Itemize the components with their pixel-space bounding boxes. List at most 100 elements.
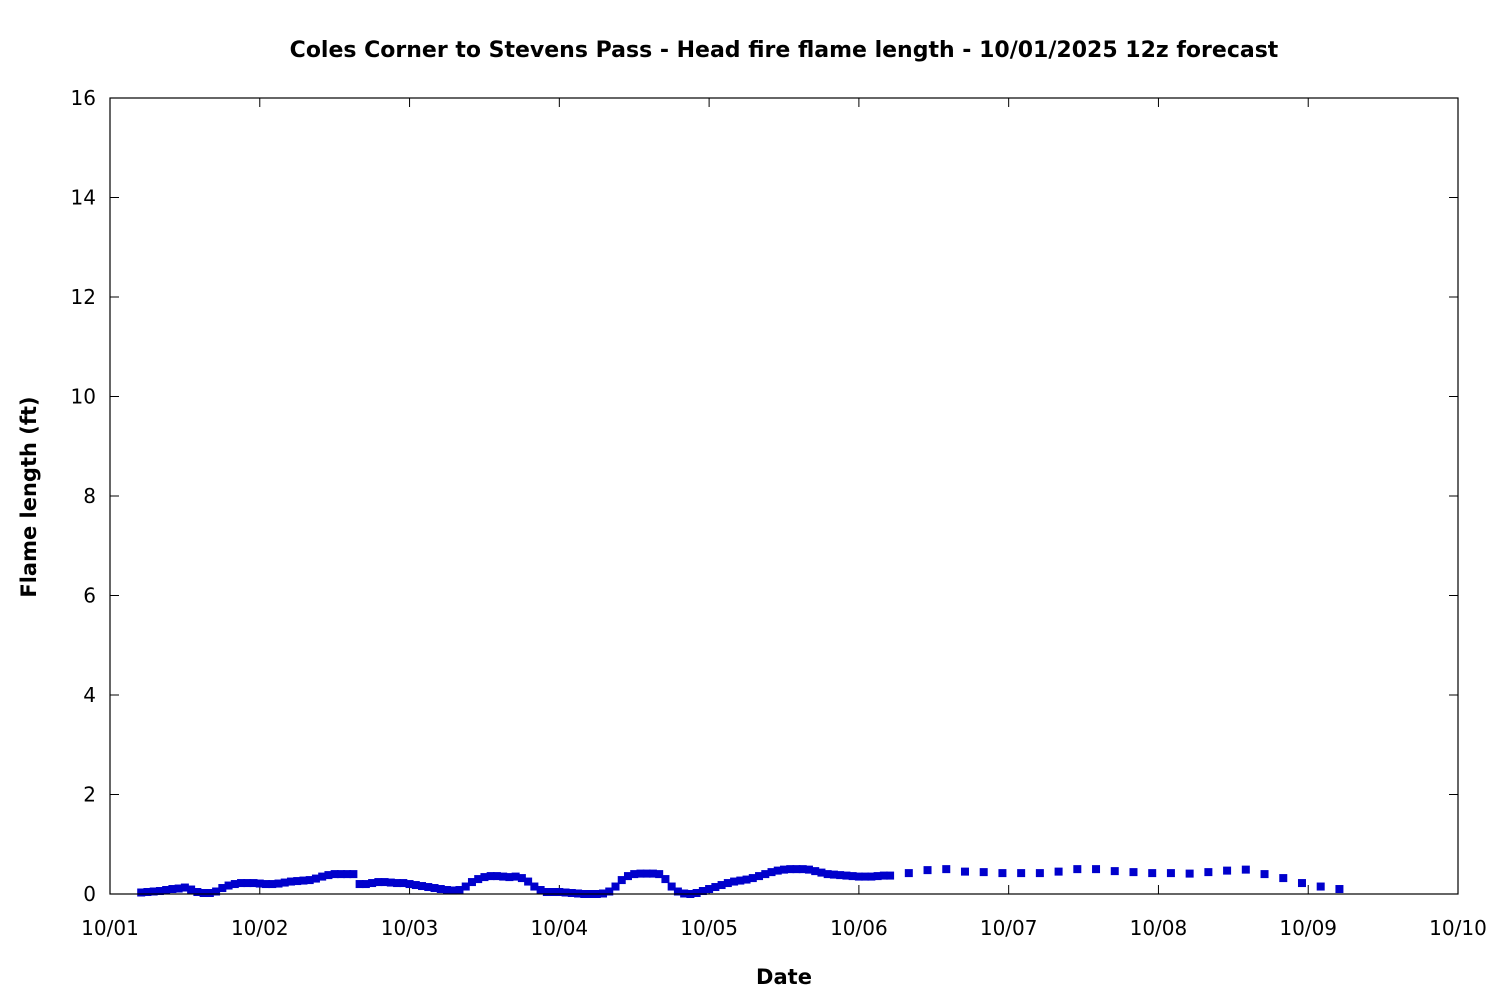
data-point: [368, 879, 377, 888]
data-point: [661, 875, 670, 884]
x-tick-label: 10/06: [830, 916, 888, 940]
data-point: [530, 882, 539, 891]
data-point: [723, 879, 732, 888]
data-point: [748, 874, 757, 883]
data-point: [193, 888, 202, 897]
data-point: [405, 880, 414, 889]
data-point: [817, 868, 826, 877]
data-point: [355, 880, 364, 889]
data-point: [942, 865, 951, 874]
data-point: [255, 879, 264, 888]
data-point: [1223, 866, 1232, 875]
x-tick-label: 10/07: [980, 916, 1038, 940]
data-point: [187, 885, 196, 894]
data-point: [736, 876, 745, 885]
data-point: [286, 877, 295, 886]
x-tick-label: 10/04: [531, 916, 589, 940]
data-point: [717, 881, 726, 890]
data-point: [842, 871, 851, 880]
data-point: [648, 869, 657, 878]
data-point: [499, 872, 508, 881]
data-point: [430, 884, 439, 893]
data-point: [436, 885, 445, 894]
data-point: [461, 882, 470, 891]
data-point: [205, 889, 214, 898]
data-point: [1241, 865, 1250, 874]
data-point: [979, 868, 988, 877]
data-point: [336, 870, 345, 879]
data-point: [692, 889, 701, 898]
data-point: [1073, 865, 1082, 874]
data-point: [418, 882, 427, 891]
data-point: [1316, 882, 1325, 891]
data-point: [199, 889, 208, 898]
data-point: [162, 886, 171, 895]
data-point: [224, 881, 233, 890]
data-point: [180, 883, 189, 892]
data-point: [561, 888, 570, 897]
x-tick-label: 10/08: [1130, 916, 1188, 940]
data-point: [792, 865, 801, 874]
data-point: [1279, 874, 1288, 883]
data-point: [667, 882, 676, 891]
data-point: [349, 870, 358, 879]
data-point: [168, 885, 177, 894]
data-point: [174, 884, 183, 893]
data-point: [767, 868, 776, 877]
data-point: [1092, 865, 1101, 874]
data-point: [854, 872, 863, 881]
data-point: [149, 887, 158, 896]
data-point: [823, 870, 832, 879]
data-point: [212, 887, 221, 896]
x-tick-label: 10/05: [680, 916, 738, 940]
x-axis-label: Date: [756, 965, 812, 989]
data-point: [361, 880, 370, 889]
data-point: [399, 879, 408, 888]
data-point: [1260, 870, 1269, 879]
data-point: [411, 881, 420, 890]
chart-title: Coles Corner to Stevens Pass - Head fire…: [290, 38, 1279, 63]
data-point: [1054, 867, 1063, 876]
data-point: [923, 866, 932, 875]
data-point: [243, 879, 252, 888]
y-tick-label: 6: [83, 584, 96, 608]
data-point: [636, 869, 645, 878]
data-point: [262, 880, 271, 889]
data-point: [1035, 869, 1044, 878]
data-point: [542, 888, 551, 897]
data-point: [960, 867, 969, 876]
data-point: [698, 887, 707, 896]
x-tick-label: 10/02: [231, 916, 289, 940]
axis-ticks: 10/01 10/02 10/03 10/04 10/05 10/06 10/07 10/08…: [71, 86, 1487, 940]
data-point: [492, 872, 501, 881]
data-point: [155, 887, 164, 896]
data-point: [673, 887, 682, 896]
data-point: [730, 877, 739, 886]
data-point: [829, 870, 838, 879]
data-point: [1185, 869, 1194, 878]
data-point: [1148, 869, 1157, 878]
data-point: [393, 879, 402, 888]
data-point: [386, 878, 395, 887]
data-point: [517, 874, 526, 883]
data-point: [480, 873, 489, 882]
data-point: [280, 878, 289, 887]
data-points: [137, 865, 1344, 898]
y-tick-label: 14: [71, 186, 96, 210]
data-point: [836, 871, 845, 880]
data-point: [798, 865, 807, 874]
data-point: [249, 879, 258, 888]
data-point: [1129, 868, 1138, 877]
y-tick-label: 2: [83, 783, 96, 807]
data-point: [623, 872, 632, 881]
data-point: [268, 880, 277, 889]
data-point: [230, 880, 239, 889]
data-point: [443, 886, 451, 895]
data-point: [1166, 869, 1175, 878]
data-point: [137, 888, 146, 897]
data-point: [742, 875, 751, 884]
data-point: [274, 879, 283, 888]
data-point: [904, 869, 913, 878]
data-point: [467, 878, 476, 887]
